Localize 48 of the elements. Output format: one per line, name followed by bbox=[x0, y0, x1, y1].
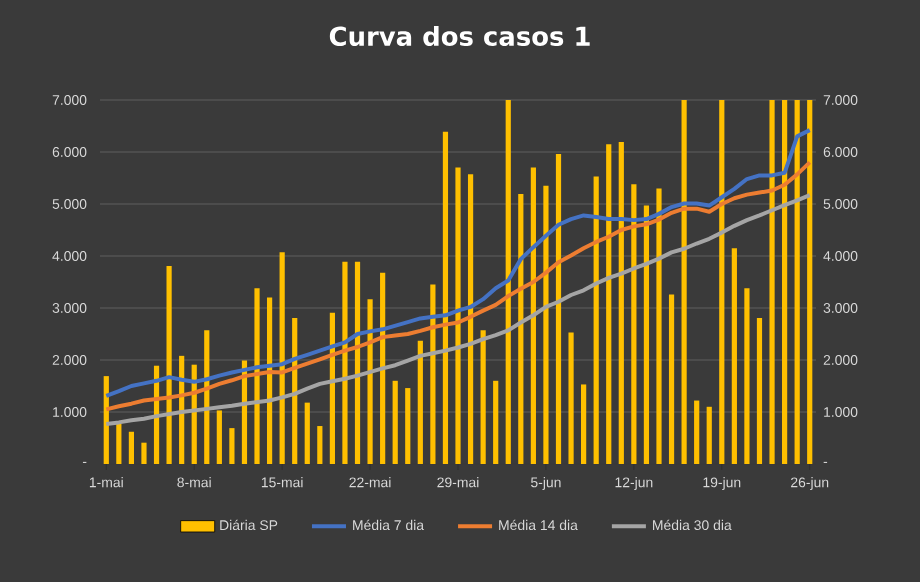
bar bbox=[141, 442, 147, 464]
bar bbox=[543, 185, 549, 464]
bar bbox=[681, 100, 687, 464]
bar bbox=[229, 428, 235, 464]
bar bbox=[480, 330, 486, 464]
bar bbox=[731, 248, 737, 464]
bar bbox=[719, 100, 725, 464]
bar bbox=[392, 380, 398, 464]
bar bbox=[568, 332, 574, 464]
bar bbox=[342, 261, 348, 464]
bar bbox=[442, 131, 449, 464]
bar bbox=[782, 100, 788, 464]
bar bbox=[518, 194, 524, 464]
bar bbox=[555, 154, 562, 464]
bar bbox=[668, 294, 675, 464]
bar bbox=[794, 100, 800, 464]
bar bbox=[405, 388, 411, 464]
bar bbox=[643, 205, 650, 464]
bar bbox=[631, 184, 637, 464]
bar bbox=[166, 265, 172, 464]
bar bbox=[216, 410, 222, 464]
bar bbox=[367, 299, 373, 464]
bar bbox=[279, 252, 285, 464]
bar bbox=[317, 426, 323, 464]
bar bbox=[254, 288, 260, 464]
bar bbox=[656, 188, 662, 464]
bar bbox=[694, 400, 700, 464]
bar bbox=[756, 317, 763, 464]
bar bbox=[354, 261, 361, 464]
bar bbox=[467, 174, 474, 464]
bar bbox=[493, 380, 499, 464]
chart-title: Curva dos casos 1 bbox=[329, 25, 590, 47]
bar bbox=[417, 340, 423, 464]
bar bbox=[455, 167, 461, 464]
bar bbox=[706, 406, 712, 464]
bar bbox=[530, 167, 536, 464]
bar bbox=[744, 288, 750, 464]
bar bbox=[505, 100, 511, 464]
bar bbox=[128, 431, 135, 464]
bar bbox=[606, 144, 612, 464]
bar bbox=[380, 272, 386, 464]
bar bbox=[807, 100, 813, 464]
bar bbox=[593, 176, 599, 464]
bar bbox=[618, 142, 624, 464]
bar bbox=[769, 100, 775, 464]
bar bbox=[116, 423, 122, 464]
bar bbox=[581, 384, 587, 464]
bar bbox=[304, 402, 310, 464]
